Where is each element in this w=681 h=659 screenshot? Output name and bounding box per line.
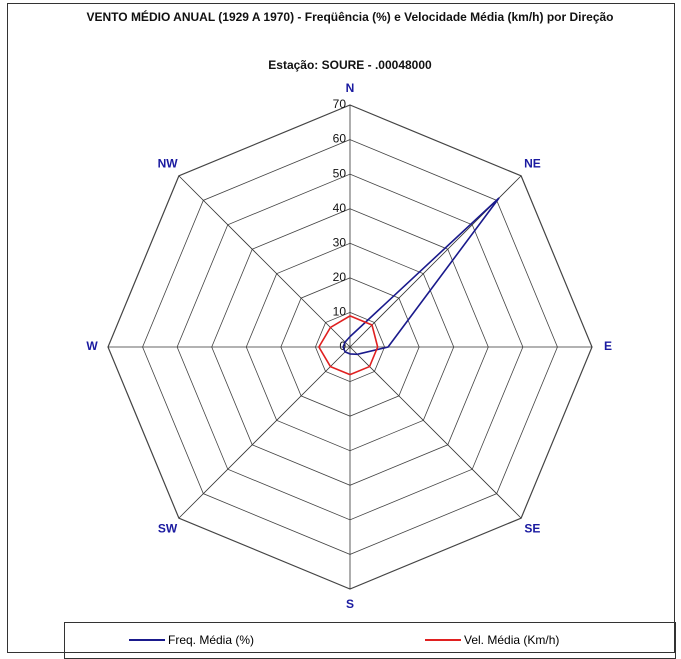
axis-label: NW [158, 157, 179, 171]
legend-item: Vel. Média (Km/h) [425, 633, 559, 647]
r-tick-label: 20 [333, 270, 347, 284]
r-tick-label: 50 [333, 166, 347, 180]
legend-swatch [129, 639, 165, 641]
axis-label: NE [524, 157, 541, 171]
spoke [178, 175, 351, 348]
legend-item: Freq. Média (%) [129, 633, 254, 647]
axis-label: E [604, 339, 612, 353]
axis-label: SE [524, 522, 540, 536]
r-tick-label: 70 [333, 97, 347, 111]
axis-label: W [86, 339, 98, 353]
legend-swatch [425, 639, 461, 641]
chart-title: VENTO MÉDIO ANUAL (1929 A 1970) - Freqüê… [86, 10, 614, 24]
series-line [317, 314, 379, 376]
r-tick-label: 40 [333, 201, 347, 215]
r-tick-label: 30 [333, 235, 347, 249]
spoke [178, 346, 351, 519]
axis-label: S [346, 597, 354, 611]
legend-label: Vel. Média (Km/h) [464, 633, 560, 647]
r-tick-label: 60 [333, 132, 347, 146]
frame [7, 3, 675, 653]
axis-label: N [346, 81, 355, 95]
legend-label: Freq. Média (%) [168, 633, 255, 647]
spoke [349, 346, 522, 519]
r-tick-label: 10 [333, 305, 347, 319]
axis-label: SW [158, 522, 178, 536]
legend: Freq. Média (%) Vel. Média (Km/h) [64, 622, 676, 659]
series-line [342, 197, 500, 356]
chart-subtitle: Estação: SOURE - .00048000 [268, 58, 432, 72]
